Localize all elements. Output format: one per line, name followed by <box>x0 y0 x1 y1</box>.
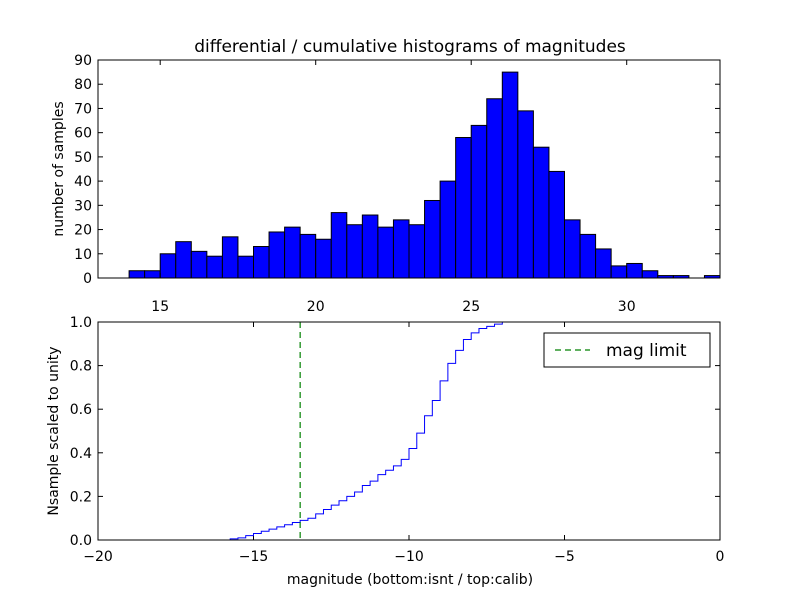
histogram-bar <box>377 226 394 279</box>
chart-title: differential / cumulative histograms of … <box>194 37 626 57</box>
histogram-bar <box>470 124 488 279</box>
y-tick-label: 20 <box>74 223 92 239</box>
cumulative-y-axis-label: Nsample scaled to unity <box>46 346 62 515</box>
y-tick-label: 60 <box>74 126 92 142</box>
histogram-bar <box>128 270 146 279</box>
histogram-bar <box>517 110 534 279</box>
cumulative-x-axis-label: magnitude (bottom:isnt / top:calib) <box>287 572 533 588</box>
cumulative-y-ticks: 0.0 0.2 0.4 0.6 0.8 1.0 <box>70 315 720 549</box>
histogram-bar <box>579 233 597 279</box>
y-tick-label: 50 <box>74 150 92 166</box>
histogram-bar <box>424 199 441 279</box>
legend-box <box>543 332 711 368</box>
histogram-bar <box>159 253 177 279</box>
histogram-bar <box>221 236 239 279</box>
x-tick-label: 0 <box>716 549 725 565</box>
histogram-bar <box>439 180 457 279</box>
histogram-bar <box>175 241 192 279</box>
x-tick-label: 25 <box>462 299 480 315</box>
histogram-bar <box>610 265 628 279</box>
histogram-bar <box>315 238 332 279</box>
histogram-bar <box>361 214 379 279</box>
histogram-axes-frame <box>97 59 721 279</box>
x-tick-label: −15 <box>239 549 269 565</box>
histogram-y-axis-label: number of samples <box>51 101 67 236</box>
x-tick-label: 15 <box>151 299 169 315</box>
histogram-bar <box>486 98 503 279</box>
y-tick-label: 0.6 <box>70 402 92 418</box>
histogram-bar <box>408 224 426 279</box>
histogram-bar <box>268 231 286 279</box>
histogram-x-ticks: 15 20 25 30 <box>151 60 636 315</box>
y-tick-label: 10 <box>74 247 92 263</box>
y-tick-label: 0.4 <box>70 446 92 462</box>
histogram-bar <box>595 248 612 279</box>
histogram-bar <box>253 246 270 279</box>
x-tick-label: −20 <box>83 549 113 565</box>
y-tick-label: 1.0 <box>70 315 92 331</box>
histogram-bar <box>532 146 550 279</box>
histogram-bar <box>548 170 566 279</box>
histogram-bar <box>501 71 519 279</box>
histogram-bar <box>346 224 363 279</box>
cumulative-line <box>98 321 721 541</box>
histogram-bars <box>128 71 721 279</box>
histogram-bar <box>641 270 659 279</box>
histogram-bar <box>237 255 254 279</box>
histogram-bar <box>330 212 348 279</box>
x-tick-label: −5 <box>554 549 575 565</box>
histogram-bar <box>626 262 643 279</box>
cumulative-axes-frame <box>97 321 721 541</box>
y-tick-label: 80 <box>74 77 92 93</box>
legend-label-mag-limit: mag limit <box>606 341 687 361</box>
histogram-bar <box>299 233 317 279</box>
x-tick-label: 30 <box>618 299 636 315</box>
histogram-bar <box>455 137 472 279</box>
histogram-bar <box>284 226 301 279</box>
x-tick-label: 20 <box>307 299 325 315</box>
histogram-bar <box>206 255 223 279</box>
y-tick-label: 0 <box>83 271 92 287</box>
y-tick-label: 0.2 <box>70 489 92 505</box>
y-tick-label: 90 <box>74 53 92 69</box>
legend: mag limit <box>543 332 711 368</box>
histogram-bar <box>392 219 410 279</box>
histogram-bar <box>564 219 581 279</box>
y-tick-label: 0.8 <box>70 359 92 375</box>
histogram-bar <box>190 250 208 279</box>
y-tick-label: 30 <box>74 198 92 214</box>
x-tick-label: −10 <box>394 549 424 565</box>
histogram-y-ticks: 0 10 20 30 40 50 60 70 80 90 <box>74 53 720 287</box>
y-tick-label: 40 <box>74 174 92 190</box>
histogram-bar <box>144 270 161 279</box>
y-tick-label: 0.0 <box>70 533 92 549</box>
y-tick-label: 70 <box>74 101 92 117</box>
